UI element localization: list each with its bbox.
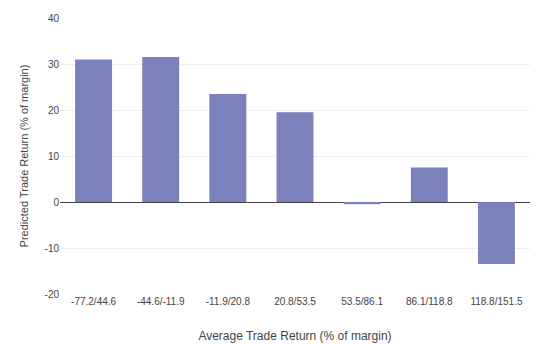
- svg-text:-77.2/44.6: -77.2/44.6: [71, 296, 116, 307]
- svg-text:86.1/118.8: 86.1/118.8: [406, 296, 453, 307]
- svg-text:118.8/151.5: 118.8/151.5: [470, 296, 523, 307]
- svg-text:20.8/53.5: 20.8/53.5: [274, 296, 316, 307]
- svg-text:-11.9/20.8: -11.9/20.8: [206, 296, 251, 307]
- svg-text:-20: -20: [45, 289, 60, 300]
- svg-text:-44.6/-11.9: -44.6/-11.9: [137, 296, 185, 307]
- svg-text:20: 20: [48, 105, 60, 116]
- svg-text:30: 30: [48, 59, 60, 70]
- svg-text:-10: -10: [45, 243, 60, 254]
- svg-text:10: 10: [48, 151, 60, 162]
- svg-text:Average Trade Return (% of mar: Average Trade Return (% of margin): [198, 329, 391, 343]
- svg-text:0: 0: [53, 197, 59, 208]
- svg-text:53.5/86.1: 53.5/86.1: [341, 296, 383, 307]
- svg-text:40: 40: [48, 13, 60, 24]
- svg-text:Predicted Trade Return (% of m: Predicted Trade Return (% of margin): [18, 65, 30, 248]
